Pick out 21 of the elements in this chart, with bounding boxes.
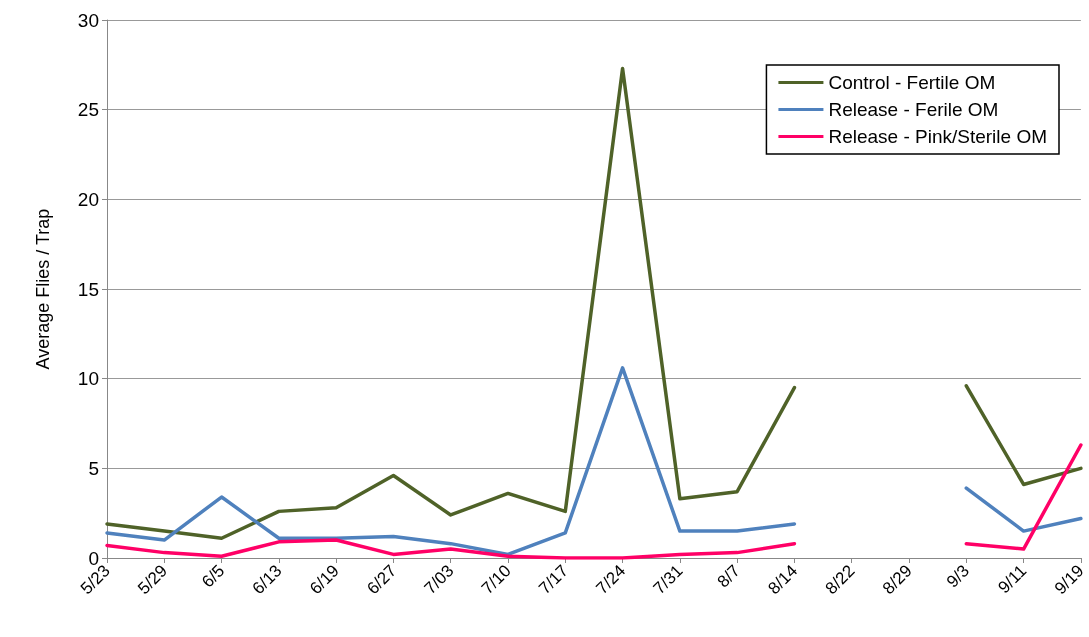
x-tick-label: 7/10	[477, 561, 515, 599]
y-tick-label: 15	[77, 278, 99, 300]
x-tick-label: 8/7	[713, 561, 744, 592]
x-tick-label: 9/3	[942, 561, 974, 592]
x-tick-label: 7/03	[420, 561, 458, 599]
legend-label: Release - Ferile OM	[828, 99, 999, 120]
y-tick-label: 10	[77, 368, 99, 390]
legend-label: Control - Fertile OM	[828, 72, 996, 93]
x-tick-label: 6/5	[198, 561, 229, 592]
y-tick-label: 5	[88, 457, 99, 479]
x-tick-label: 6/19	[306, 561, 343, 599]
x-tick-label: 6/13	[248, 561, 286, 599]
y-tick-label: 0	[88, 547, 99, 569]
x-tick-label: 9/11	[994, 561, 1031, 598]
y-tick-label: 25	[77, 99, 99, 121]
y-tick-label: 20	[77, 188, 99, 210]
legend-label: Release - Pink/Sterile OM	[828, 126, 1047, 147]
y-axis-title: Average Flies / Trap	[33, 208, 53, 370]
y-tick-label: 30	[77, 9, 99, 31]
x-tick-label: 7/31	[649, 561, 687, 599]
x-tick-label: 7/24	[592, 561, 630, 599]
